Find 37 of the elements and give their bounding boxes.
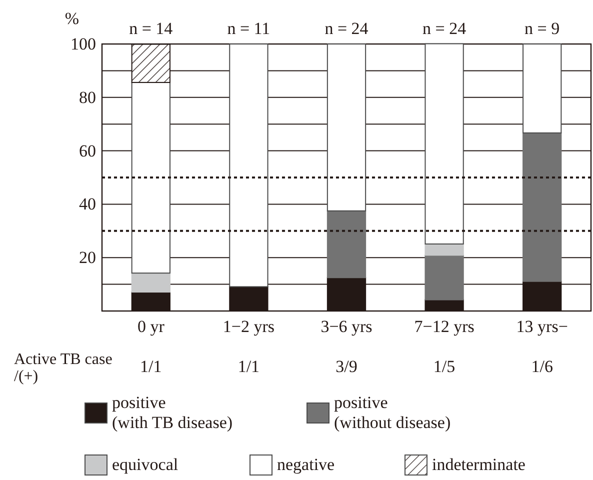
- legend-label: negative: [277, 455, 335, 474]
- annotation: n = 9: [524, 19, 560, 38]
- bar: [326, 210, 366, 278]
- bar: [326, 44, 366, 212]
- bar: [522, 44, 562, 134]
- text: 3/9: [336, 357, 358, 376]
- legend-label: positive (with TB disease): [112, 393, 233, 432]
- x-tick-label: 13 yrs−: [516, 317, 568, 336]
- bar: [131, 82, 170, 274]
- bar: [424, 254, 464, 300]
- y-tick-label: 20: [79, 248, 96, 268]
- bar: [522, 132, 562, 282]
- x-tick-label: 0 yr: [137, 317, 165, 336]
- bar: [424, 43, 464, 244]
- legend-label: equivocal: [112, 455, 178, 474]
- annotation: n = 14: [129, 19, 174, 38]
- y-tick-label: 80: [79, 88, 96, 107]
- text: 1/1: [140, 357, 162, 376]
- y-axis-title: %: [64, 9, 80, 28]
- x-tick-label: 1−2 yrs: [222, 317, 275, 336]
- annotation: n = 24: [422, 19, 467, 38]
- text: Active TB case /(+): [14, 351, 112, 385]
- bar: [131, 272, 170, 293]
- y-tick-label: 40: [79, 194, 96, 214]
- bar: [424, 243, 464, 256]
- bar: [229, 44, 268, 288]
- annotation: n = 11: [227, 19, 270, 38]
- legend-label: indeterminate: [432, 455, 526, 474]
- y-tick-label: 100: [70, 34, 96, 54]
- x-tick-label: 3−6 yrs: [320, 317, 372, 336]
- y-tick-label: 60: [79, 141, 96, 160]
- x-tick-label: 7−12 yrs: [414, 317, 474, 336]
- text: 1/6: [531, 357, 553, 376]
- annotation: n = 24: [324, 19, 369, 38]
- text: 1/5: [433, 357, 456, 376]
- legend-label: positive (without disease): [334, 393, 451, 432]
- text: 1/1: [238, 357, 260, 376]
